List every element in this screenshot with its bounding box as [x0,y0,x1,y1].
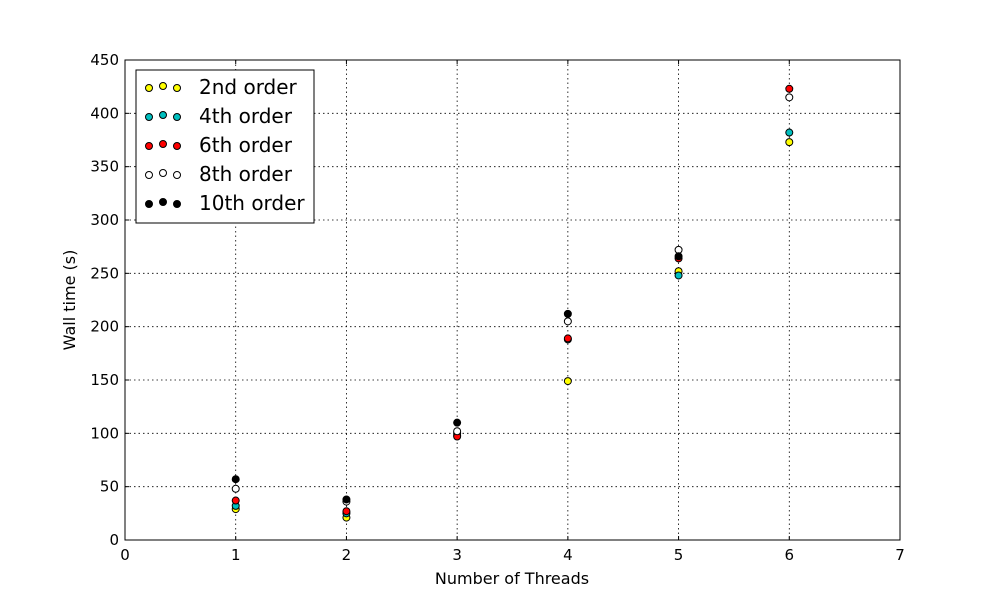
legend-label: 2nd order [199,75,298,99]
legend-marker [159,140,167,148]
legend-marker [145,84,153,92]
data-point [563,377,572,386]
data-points [231,84,794,522]
data-point [342,495,351,504]
legend-marker [145,171,153,179]
y-tick-label: 200 [90,318,119,336]
data-point [231,496,240,505]
x-tick-label: 7 [895,546,905,564]
x-tick-label: 6 [785,546,795,564]
data-point [563,334,572,343]
x-axis-label: Number of Threads [435,569,589,588]
data-point [563,309,572,318]
data-point [342,507,351,516]
data-point [785,128,794,137]
legend-marker [159,82,167,90]
legend-marker [145,200,153,208]
data-point [453,418,462,427]
y-tick-label: 250 [90,264,119,282]
legend-marker [173,142,181,150]
data-point [453,427,462,436]
y-tick-label: 400 [90,104,119,122]
legend-label: 10th order [199,191,305,215]
x-tick-label: 5 [674,546,684,564]
data-point [674,271,683,280]
legend-label: 8th order [199,162,293,186]
data-point [785,84,794,93]
y-tick-label: 450 [90,51,119,69]
y-tick-label: 150 [90,371,119,389]
legend-marker [173,113,181,121]
legend-marker [173,84,181,92]
legend-marker [145,142,153,150]
legend-marker [159,169,167,177]
x-tick-label: 3 [452,546,462,564]
y-tick-label: 100 [90,424,119,442]
data-point [563,317,572,326]
y-axis-label: Wall time (s) [60,250,79,351]
data-point [231,484,240,493]
legend-marker [145,113,153,121]
y-tick-label: 300 [90,211,119,229]
data-point [674,252,683,261]
plot-area-frame [124,59,901,541]
data-point [231,475,240,484]
legend-marker [173,200,181,208]
legend-label: 6th order [199,133,293,157]
y-tick-label: 50 [100,478,119,496]
legend-marker [173,171,181,179]
legend-marker [159,198,167,206]
grid [125,60,900,540]
legend: 2nd order 4th order 6th order 8th order 10th… [135,69,315,224]
x-tick-label: 2 [342,546,352,564]
data-point [785,138,794,147]
y-tick-label: 350 [90,158,119,176]
legend-label: 4th order [199,104,293,128]
legend-marker [159,111,167,119]
data-point [785,93,794,102]
y-tick-label: 0 [109,531,119,549]
x-tick-label: 4 [563,546,573,564]
x-tick-label: 0 [120,546,130,564]
x-tick-label: 1 [231,546,241,564]
